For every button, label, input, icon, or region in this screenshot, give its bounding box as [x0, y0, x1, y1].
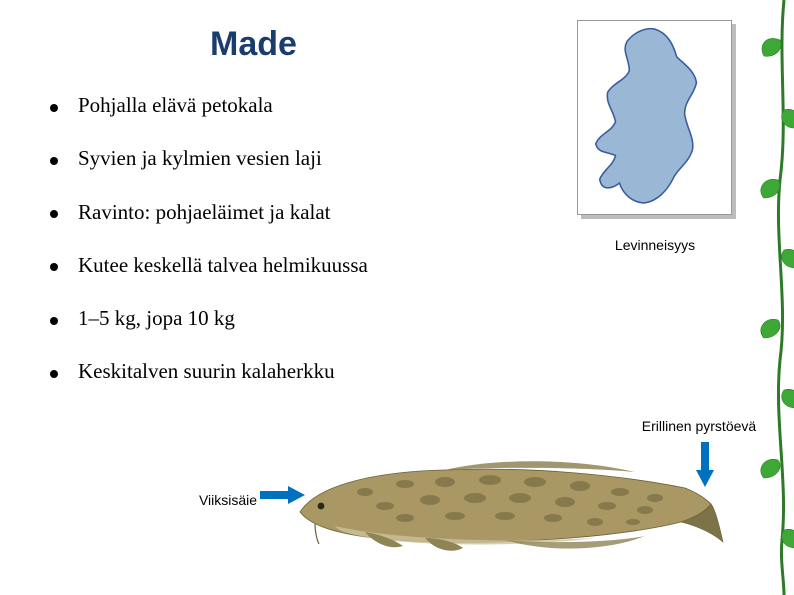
distribution-map: [577, 20, 732, 215]
map-caption: Levinneisyys: [590, 237, 720, 253]
vine-decoration-icon: [754, 0, 794, 595]
bullet-item: Keskitalven suurin kalaherkku: [50, 358, 754, 385]
tailfin-caption: Erillinen pyrstöevä: [624, 418, 774, 434]
bullet-item: Kutee keskellä talvea helmikuussa: [50, 252, 754, 279]
fish-illustration: [295, 452, 725, 557]
bullet-item: 1–5 kg, jopa 10 kg: [50, 305, 754, 332]
finland-map-icon: [578, 21, 731, 214]
slide: Made Pohjalla elävä petokala Syvien ja k…: [0, 0, 794, 595]
